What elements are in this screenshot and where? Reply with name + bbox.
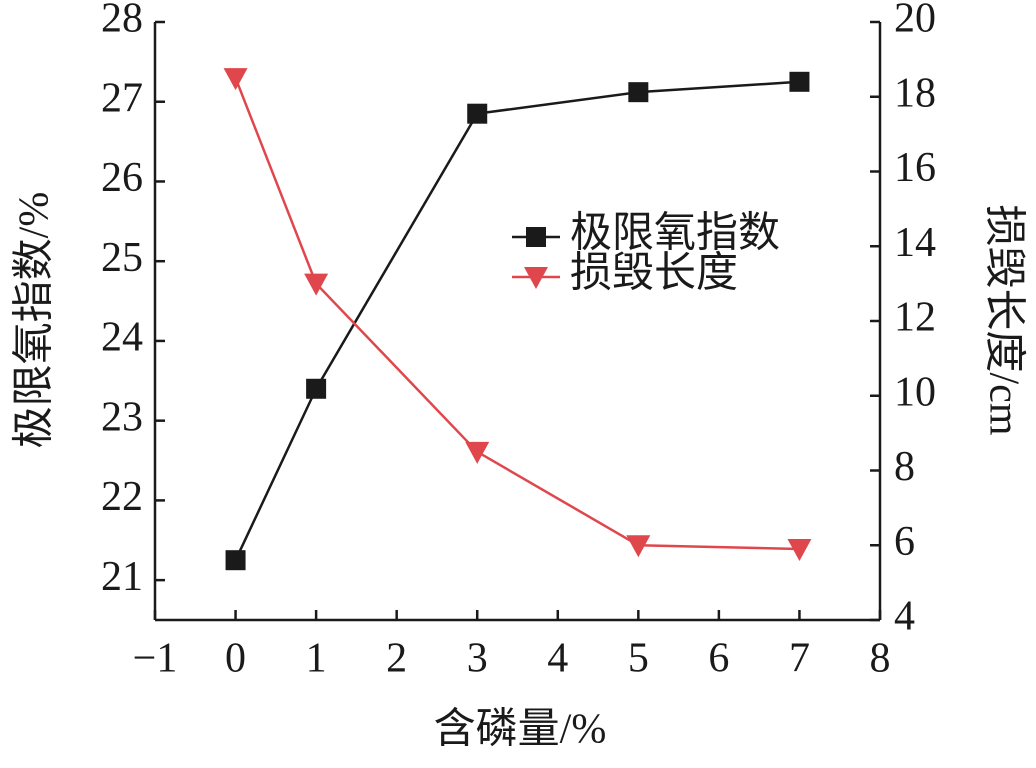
marker: [465, 441, 490, 464]
x-axis-title: 含磷量/%: [434, 707, 607, 753]
x-tick-label: 8: [870, 636, 891, 682]
x-tick-label: 1: [306, 636, 327, 682]
y2-tick-label: 20: [894, 0, 936, 42]
y2-tick-label: 4: [894, 594, 915, 640]
y2-tick-label: 10: [894, 369, 936, 415]
x-tick-label: −1: [133, 636, 178, 682]
x-tick-label: 0: [225, 636, 246, 682]
legend-label: 损毁长度: [570, 251, 738, 297]
y-tick-label: 25: [101, 235, 143, 281]
y-tick-label: 24: [101, 315, 143, 361]
y-tick-label: 27: [101, 75, 143, 121]
x-tick-label: 2: [386, 636, 407, 682]
y2-tick-label: 18: [894, 70, 936, 116]
y-tick-label: 28: [101, 0, 143, 42]
y2-tick-label: 6: [894, 519, 915, 565]
marker: [304, 273, 329, 296]
legend-marker: [526, 227, 546, 247]
y-tick-label: 22: [101, 474, 143, 520]
series-line: [234, 77, 800, 551]
marker: [628, 82, 649, 103]
y2-tick-label: 8: [894, 444, 915, 490]
x-tick-label: 7: [789, 636, 810, 682]
marker: [787, 538, 812, 561]
x-tick-label: 5: [628, 636, 649, 682]
marker: [467, 103, 488, 124]
legend-marker: [524, 267, 548, 289]
marker: [626, 535, 651, 558]
y-axis-title: 极限氧指数/%: [12, 192, 58, 449]
y2-axis-title: 损毁长度/cm: [980, 205, 1026, 436]
marker: [223, 68, 248, 91]
y-tick-label: 21: [101, 554, 143, 600]
x-tick-label: 6: [708, 636, 729, 682]
y2-tick-label: 16: [894, 145, 936, 191]
y2-tick-label: 14: [894, 220, 936, 266]
x-tick-label: 4: [547, 636, 568, 682]
marker: [789, 71, 810, 92]
series-line: [234, 80, 800, 561]
x-tick-label: 3: [467, 636, 488, 682]
y2-tick-label: 12: [894, 295, 936, 341]
legend-label: 极限氧指数: [570, 211, 780, 257]
marker: [225, 550, 246, 571]
y-tick-label: 23: [101, 394, 143, 440]
y-tick-label: 26: [101, 155, 143, 201]
marker: [306, 378, 327, 399]
